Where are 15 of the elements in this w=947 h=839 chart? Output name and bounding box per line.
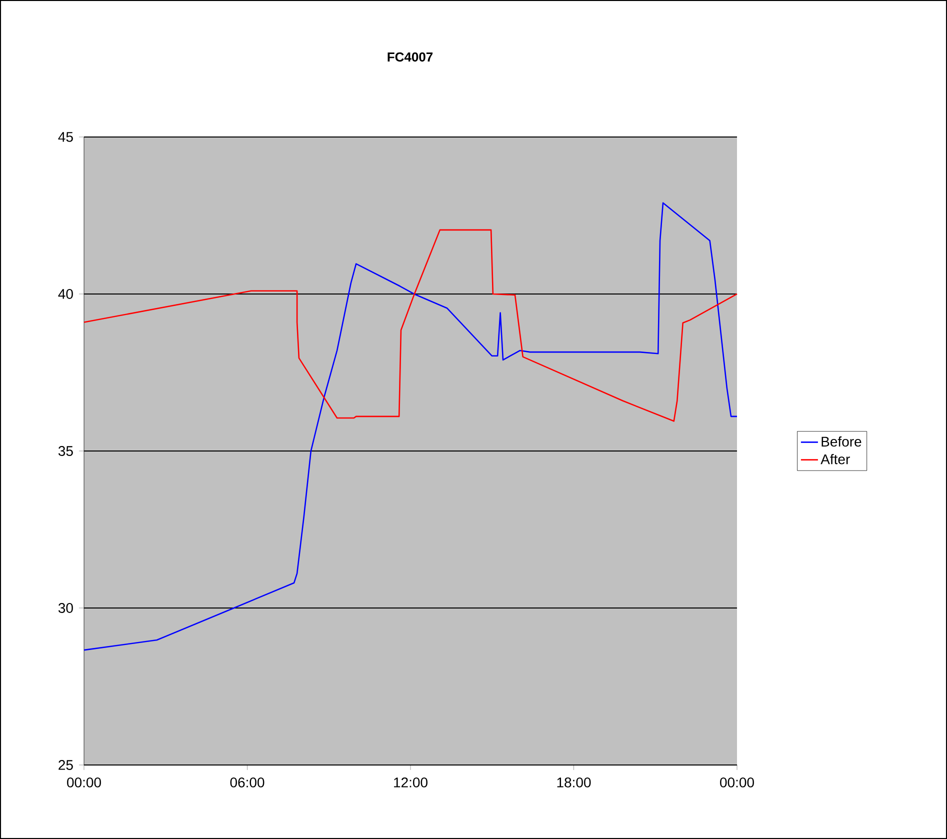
legend-label: Before: [822, 436, 862, 447]
x-tick-label: 00:00: [720, 778, 754, 788]
y-tick-label: 25: [58, 760, 73, 770]
line-series: [83, 202, 738, 651]
x-tick-label: 06:00: [230, 778, 264, 788]
y-tick-label: 30: [58, 603, 73, 613]
chart-title: FC4007: [388, 52, 433, 62]
y-tick-label: 45: [58, 132, 73, 142]
y-tick-label: 40: [58, 289, 73, 299]
legend-label: After: [820, 454, 850, 464]
x-tick-label: 00:00: [67, 778, 101, 788]
line-series: [83, 229, 738, 422]
x-tick-label: 18:00: [557, 778, 591, 788]
y-tick-label: 35: [58, 446, 73, 456]
x-tick-label: 12:00: [394, 778, 428, 788]
